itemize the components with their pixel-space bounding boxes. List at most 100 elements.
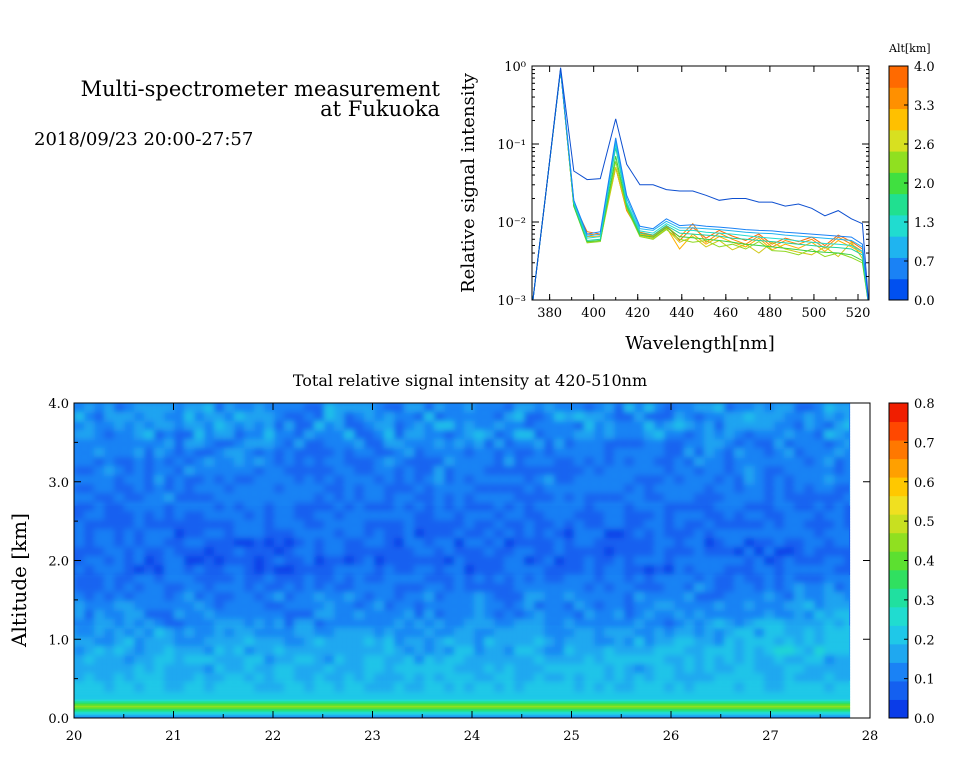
heatmap-cell xyxy=(494,466,505,476)
heatmap-cell xyxy=(294,511,305,521)
heatmap-cell xyxy=(94,673,105,683)
heatmap-cell xyxy=(834,502,845,512)
heatmap-cell xyxy=(474,511,485,521)
heatmap-cell xyxy=(804,556,815,566)
heatmap-cell xyxy=(404,475,415,485)
heatmap-cell xyxy=(554,403,565,413)
heatmap-cell xyxy=(444,439,455,449)
heatmap-cell xyxy=(74,439,85,449)
heatmap-cell xyxy=(574,592,585,602)
heatmap-cell xyxy=(434,664,445,674)
heatmap-cell xyxy=(354,619,365,629)
heatmap-cell xyxy=(104,421,115,431)
heatmap-cell xyxy=(774,610,785,620)
heatmap-band xyxy=(74,708,851,711)
heatmap-cell xyxy=(414,610,425,620)
heatmap-cell xyxy=(734,439,745,449)
heatmap-cell xyxy=(634,610,645,620)
heatmap-cell xyxy=(114,565,125,575)
heatmap-cell xyxy=(94,547,105,557)
heatmap-cell xyxy=(694,412,705,422)
heatmap-cell xyxy=(594,475,605,485)
heatmap-cell xyxy=(594,547,605,557)
heatmap-cell xyxy=(174,664,185,674)
heatmap-cell xyxy=(164,610,175,620)
heatmap-cell xyxy=(644,601,655,611)
heatmap-cell xyxy=(814,412,825,422)
heatmap-cell xyxy=(774,682,785,692)
heatmap-cell xyxy=(184,421,195,431)
heatmap-cell xyxy=(474,637,485,647)
heatmap-cell xyxy=(274,556,285,566)
heatmap-cell xyxy=(114,655,125,665)
heatmap-cell xyxy=(674,439,685,449)
altitude-colorbar-swatch xyxy=(889,236,908,258)
heatmap-cell xyxy=(504,529,515,539)
heatmap-cell xyxy=(604,538,615,548)
heatmap-cell xyxy=(144,619,155,629)
heatmap-cell xyxy=(284,565,295,575)
heatmap-cell xyxy=(304,475,315,485)
heatmap-cell xyxy=(114,529,125,539)
heatmap-cell xyxy=(394,484,405,494)
heatmap-cell xyxy=(334,538,345,548)
heatmap-cell xyxy=(704,529,715,539)
heatmap-cell xyxy=(714,484,725,494)
heatmap-cell xyxy=(844,466,849,476)
heatmap-cell xyxy=(464,466,475,476)
heatmap-cell xyxy=(834,646,845,656)
heatmap-cell xyxy=(254,457,265,467)
heatmap-cell xyxy=(514,448,525,458)
heatmap-cell xyxy=(424,574,435,584)
heatmap-cell xyxy=(714,628,725,638)
heatmap-cell xyxy=(624,556,635,566)
heatmap-cell xyxy=(724,412,735,422)
heatmap-cell xyxy=(284,439,295,449)
heatmap-cell xyxy=(354,430,365,440)
heatmap-cell xyxy=(264,457,275,467)
heatmap-cell xyxy=(274,619,285,629)
heatmap-cell xyxy=(674,583,685,593)
heatmap-cell xyxy=(524,619,535,629)
heatmap-cell xyxy=(654,565,665,575)
heatmap-cell xyxy=(474,646,485,656)
heatmap-cell xyxy=(384,520,395,530)
heatmap-cell xyxy=(604,673,615,683)
heatmap-cell xyxy=(554,583,565,593)
heatmap-cell xyxy=(344,502,355,512)
heatmap-cell xyxy=(384,502,395,512)
heatmap-cell xyxy=(124,448,135,458)
heatmap-cell xyxy=(134,646,145,656)
heatmap-cell xyxy=(444,529,455,539)
heatmap-cell xyxy=(634,628,645,638)
heatmap-cell xyxy=(194,628,205,638)
heatmap-cell xyxy=(564,484,575,494)
heatmap-cell xyxy=(354,448,365,458)
heatmap-cell xyxy=(104,448,115,458)
spectrum-x-tick-label: 400 xyxy=(581,306,606,321)
heatmap-cell xyxy=(314,628,325,638)
heatmap-cell xyxy=(354,439,365,449)
heatmap-cell xyxy=(264,448,275,458)
heatmap-cell xyxy=(314,439,325,449)
heatmap-cell xyxy=(254,466,265,476)
heatmap-cell xyxy=(584,457,595,467)
heatmap-cell xyxy=(714,520,725,530)
heatmap-cell xyxy=(364,511,375,521)
heatmap-cell xyxy=(264,538,275,548)
heatmap-cell xyxy=(304,547,315,557)
heatmap-cell xyxy=(544,655,555,665)
heatmap-cell xyxy=(374,448,385,458)
heatmap-cell xyxy=(614,457,625,467)
heatmap-cell xyxy=(534,601,545,611)
heatmap-cell xyxy=(244,655,255,665)
spectrum-series-line xyxy=(532,69,869,300)
heatmap-cell xyxy=(254,610,265,620)
intensity-colorbar-swatch xyxy=(889,440,908,460)
heatmap-cell xyxy=(104,646,115,656)
heatmap-cell xyxy=(434,628,445,638)
heatmap-cell xyxy=(364,520,375,530)
heatmap-cell xyxy=(164,565,175,575)
heatmap-cell xyxy=(364,529,375,539)
heatmap-cell xyxy=(224,628,235,638)
